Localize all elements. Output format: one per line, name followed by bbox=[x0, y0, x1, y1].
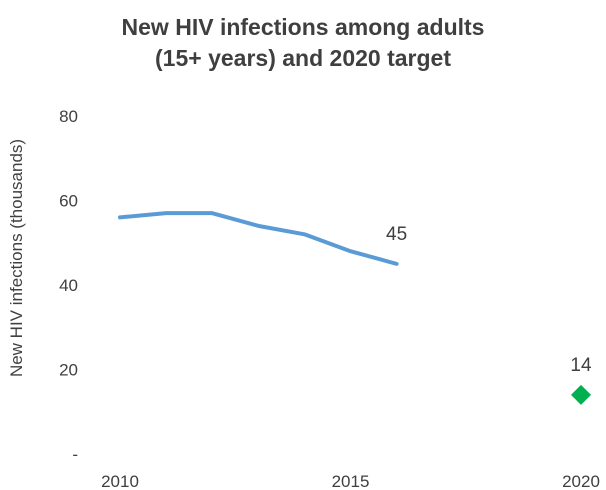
new-infections-point bbox=[303, 233, 305, 235]
y-axis-ticks: - 20 40 60 80 bbox=[59, 107, 78, 464]
y-axis-label: New HIV infections (thousands) bbox=[7, 139, 26, 377]
new-infections-point bbox=[396, 263, 398, 265]
y-tick-label: - bbox=[72, 445, 78, 464]
new-infections-point bbox=[165, 212, 167, 214]
new-infections-point bbox=[211, 212, 213, 214]
data-label: 45 bbox=[386, 224, 407, 245]
x-tick-label: 2015 bbox=[332, 472, 370, 490]
x-tick-label: 2020 bbox=[562, 472, 600, 490]
x-tick-label: 2010 bbox=[101, 472, 139, 490]
y-tick-label: 80 bbox=[59, 107, 78, 126]
new-infections-point bbox=[257, 225, 259, 227]
x-axis-ticks: 2010 2015 2020 bbox=[101, 472, 600, 490]
chart-title-line-1: New HIV infections among adults bbox=[121, 14, 485, 40]
series-layer bbox=[118, 211, 591, 405]
y-tick-label: 20 bbox=[59, 361, 78, 380]
data-label: 14 bbox=[570, 355, 592, 376]
new-infections-point bbox=[119, 216, 121, 218]
new-infections-point bbox=[350, 250, 351, 252]
new-infections-line bbox=[118, 211, 399, 266]
annotation-layer: 45 14 bbox=[386, 224, 592, 376]
y-tick-label: 60 bbox=[59, 192, 78, 211]
target-2020-diamond-marker bbox=[571, 384, 591, 405]
y-tick-label: 40 bbox=[59, 276, 78, 295]
chart-title: New HIV infections among adults (15+ yea… bbox=[0, 12, 606, 74]
chart-title-line-2: (15+ years) and 2020 target bbox=[155, 45, 451, 71]
